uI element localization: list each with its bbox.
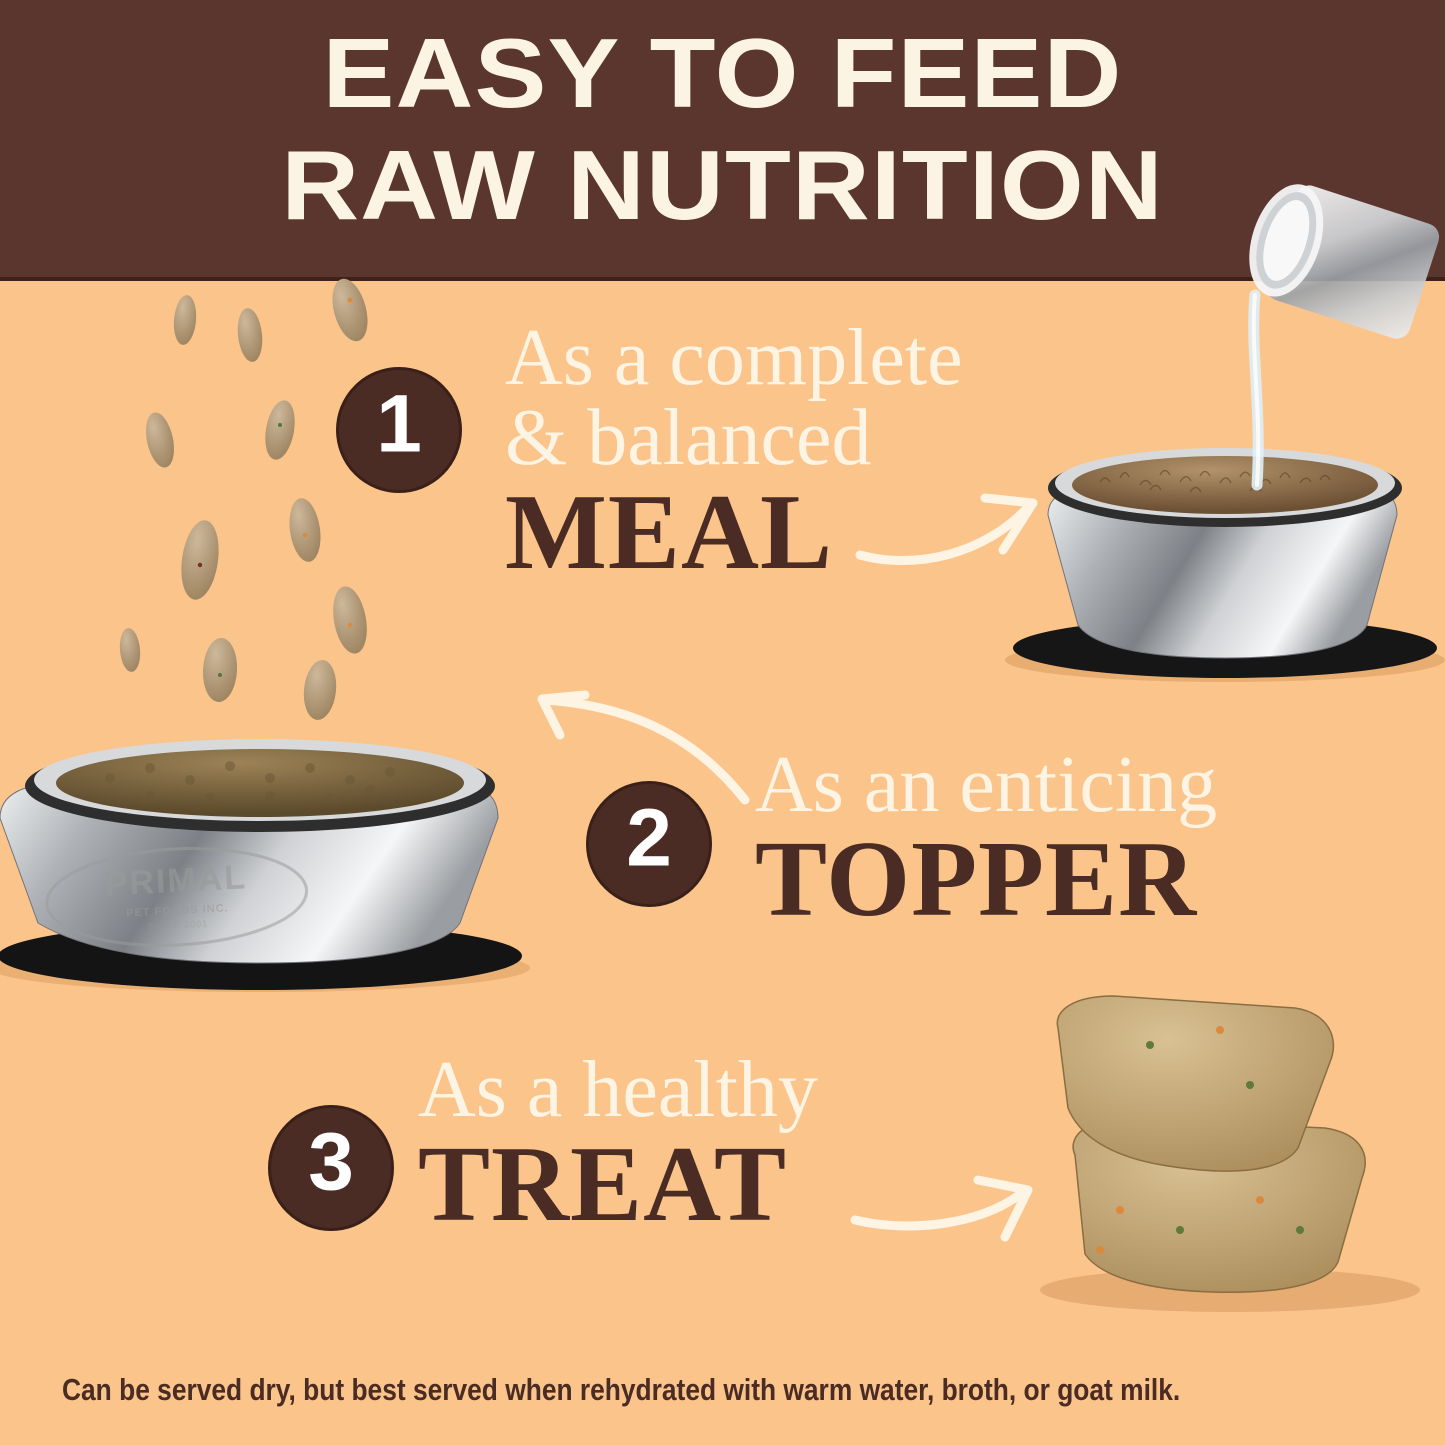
svg-text:PRIMAL: PRIMAL	[104, 858, 248, 903]
